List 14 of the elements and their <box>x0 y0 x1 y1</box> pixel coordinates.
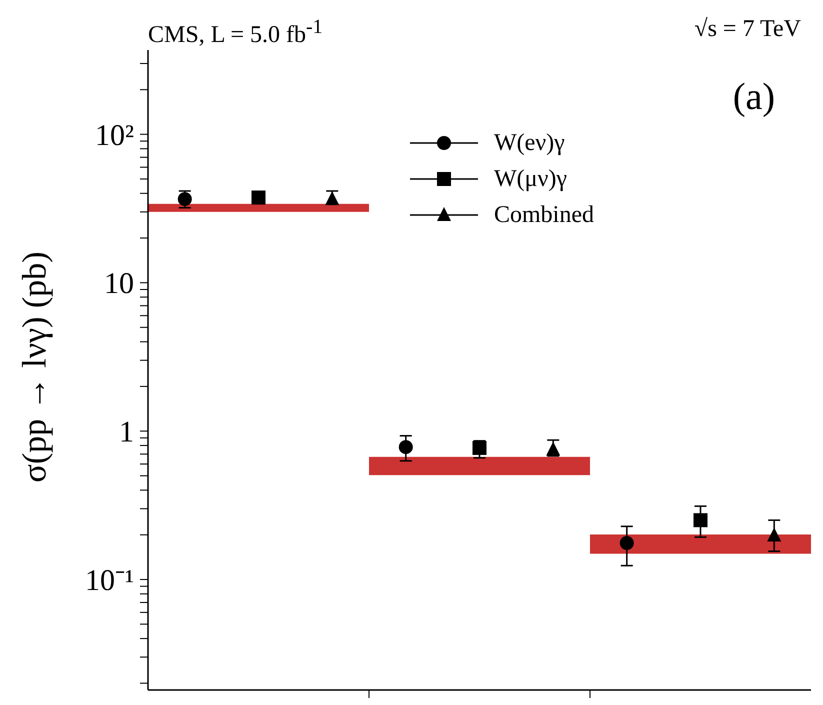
bar <box>590 534 811 554</box>
y-axis-title: σ(pp → lνγ) (pb) <box>16 252 54 482</box>
legend-label: W(eν)γ <box>494 130 565 156</box>
chart-subtitle: √s = 7 TeV <box>694 16 801 43</box>
chart-title: CMS, L = 5.0 fb$^{-1}$ <box>148 16 323 49</box>
bar <box>148 204 369 212</box>
legend-label: W(μν)γ <box>494 166 567 192</box>
bar <box>369 456 590 476</box>
y-tick-label: 10⁻¹ <box>85 564 134 597</box>
annotation: (a) <box>732 75 775 119</box>
legend-label: Combined <box>494 202 594 228</box>
y-tick-label: 1 <box>119 416 134 449</box>
y-tick-label: 10² <box>95 118 134 152</box>
y-tick-label: 10 <box>104 267 134 300</box>
